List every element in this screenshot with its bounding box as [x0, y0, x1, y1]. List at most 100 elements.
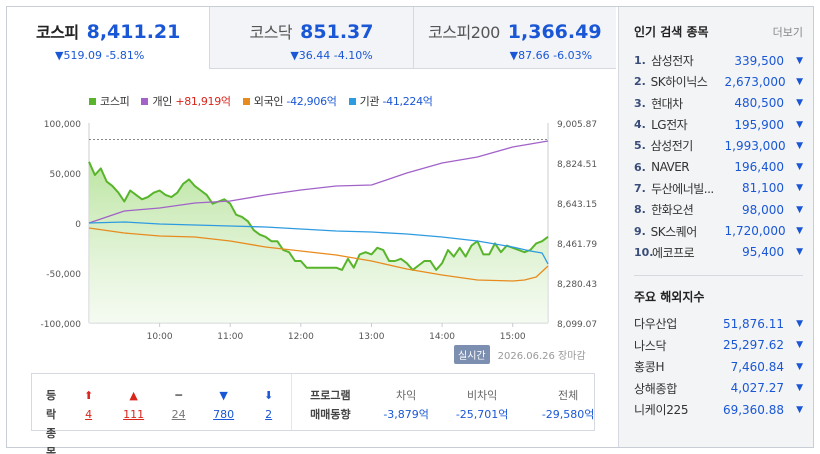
popular-item[interactable]: 8. 한화오션 98,000 ▼ [634, 199, 803, 220]
program-col-value: -29,580억 [541, 408, 595, 421]
world-index-value: 4,027.27 [730, 381, 785, 396]
y-left-tick-label: 100,000 [44, 120, 81, 130]
program-col-head: 전체 [558, 389, 579, 402]
advance-decline: 등락 종목 ⬆ 4 ▲ 111 ━ 24 ▼ 780 ⬇ 2 [32, 374, 293, 454]
series-line-foreign [88, 227, 549, 282]
legend-value: -42,906억 [286, 95, 337, 108]
program-label: 프로그램 [310, 389, 351, 402]
intraday-chart[interactable]: 100,000 50,000 0 -50,000 -100,000 9,005.87 8,8… [7, 111, 616, 341]
breadth-value[interactable]: 4 [85, 408, 93, 421]
popular-rank: 10. [634, 245, 654, 259]
popular-item[interactable]: 7. 두산에너빌... 81,100 ▼ [634, 178, 803, 199]
y-right-tick-label: 8,461.79 [557, 240, 597, 250]
program-label: 매매동향 [310, 408, 351, 421]
legend-item-individual: 개인 +81,919억 [141, 93, 231, 109]
program-trading: 프로그램 매매동향 차익 -3,879억 비차익 -25,701억 전체 -29,58… [292, 374, 616, 430]
breadth-lower-limit: ⬇ 2 [246, 386, 291, 430]
tab-change: ▼87.66 -6.03% [509, 49, 593, 62]
popular-item[interactable]: 2. SK하이닉스 2,673,000 ▼ [634, 71, 803, 92]
world-index-value: 69,360.88 [722, 402, 785, 417]
world-index-title: 주요 해외지수 [634, 289, 705, 304]
popular-item[interactable]: 10. 에코프로 95,400 ▼ [634, 242, 803, 263]
legend-value: -41,224억 [382, 95, 433, 108]
world-index-value: 7,460.84 [730, 359, 785, 374]
tab-value: 1,366.49 [507, 21, 602, 43]
world-index-item[interactable]: 상해종합 4,027.27 ▼ [634, 377, 803, 399]
popular-item[interactable]: 6. NAVER 196,400 ▼ [634, 156, 803, 177]
down-arrow-icon: ▼ [796, 119, 803, 130]
y-right-tick-label: 9,005.87 [557, 120, 597, 130]
world-index-list: 다우산업 51,876.11 ▼ 나스닥 25,297.62 ▼ 홍콩H 7,460.84 ▼ 상… [634, 313, 803, 421]
breadth-value[interactable]: 780 [213, 408, 235, 421]
y-left-tick-label: -50,000 [46, 270, 81, 280]
world-index-name: 다우산업 [634, 317, 677, 332]
popular-list: 1. 삼성전자 339,500 ▼ 2. SK하이닉스 2,673,000 ▼ 3. 현대차 480… [634, 50, 803, 263]
program-col-value: -25,701억 [455, 408, 509, 421]
popular-rank: 9. [634, 224, 646, 238]
y-right-tick-label: 8,099.07 [557, 320, 597, 330]
popular-item[interactable]: 1. 삼성전자 339,500 ▼ [634, 50, 803, 71]
series-line-kospi [88, 161, 549, 271]
popular-rank: 4. [634, 118, 646, 132]
popular-price: 196,400 [734, 160, 785, 175]
breadth-value[interactable]: 2 [265, 408, 273, 421]
rise-icon: ▲ [129, 389, 138, 402]
popular-name: 삼성전자 [651, 54, 694, 69]
legend-swatch [242, 97, 250, 105]
tab-kosdaq[interactable]: 코스닥 851.37 ▼36.44 -4.10% [209, 7, 413, 69]
world-index-value: 51,876.11 [722, 316, 785, 331]
popular-rank: 8. [634, 203, 646, 217]
tab-kospi200[interactable]: 코스피200 1,366.49 ▼87.66 -6.03% [412, 7, 616, 69]
program-col-head: 차익 [396, 389, 417, 402]
popular-header: 인기 검색 종목 더보기 [634, 23, 803, 40]
popular-item[interactable]: 3. 현대차 480,500 ▼ [634, 93, 803, 114]
market-summary-panel: 등락 종목 ⬆ 4 ▲ 111 ━ 24 ▼ 780 ⬇ 2 프로그램 매매동향 차익 -3… [31, 373, 595, 454]
popular-price: 81,100 [742, 181, 785, 196]
x-tick-label: 12:00 [288, 332, 314, 341]
popular-price: 98,000 [742, 202, 785, 217]
world-index-item[interactable]: 홍콩H 7,460.84 ▼ [634, 356, 803, 378]
x-tick-label: 10:00 [147, 332, 173, 341]
popular-item[interactable]: 4. LG전자 195,900 ▼ [634, 114, 803, 135]
tab-change: ▼36.44 -4.10% [290, 49, 373, 62]
world-index-item[interactable]: 니케이225 69,360.88 ▼ [634, 399, 803, 421]
program-col-head: 비차익 [466, 389, 498, 402]
popular-rank: 1. [634, 54, 646, 68]
y-left-tick-label: -100,000 [41, 320, 82, 330]
world-index-name: 홍콩H [634, 360, 665, 375]
breadth-labels: 등락 종목 [46, 386, 56, 454]
world-index-item[interactable]: 다우산업 51,876.11 ▼ [634, 313, 803, 335]
x-tick-label: 15:00 [500, 332, 526, 341]
legend-label: 개인 [152, 95, 173, 108]
breadth-value[interactable]: 24 [171, 408, 186, 421]
popular-rank: 7. [634, 181, 646, 195]
index-main-panel: 코스피 8,411.21 ▼519.09 -5.81% 코스닥 851.37 ▼36… [7, 7, 616, 454]
legend-swatch [89, 97, 96, 105]
world-index-name: 나스닥 [634, 338, 667, 353]
tab-value: 851.37 [300, 21, 374, 43]
legend-item-institution: 기관 -41,224억 [348, 93, 433, 109]
sidebar-divider [634, 274, 803, 276]
tab-kospi[interactable]: 코스피 8,411.21 ▼519.09 -5.81% [7, 7, 210, 69]
realtime-button[interactable]: 실시간 [454, 345, 490, 364]
legend-item-foreign: 외국인 -42,906억 [242, 93, 337, 109]
world-index-item[interactable]: 나스닥 25,297.62 ▼ [634, 334, 803, 356]
popular-item[interactable]: 5. 삼성전기 1,993,000 ▼ [634, 135, 803, 156]
popular-price: 1,720,000 [724, 224, 786, 239]
series-line-institution [88, 221, 549, 265]
unchanged-icon: ━ [175, 389, 182, 402]
tab-name: 코스피 [35, 23, 79, 42]
breadth-label: 종목 [46, 427, 57, 454]
legend-swatch [141, 97, 149, 105]
popular-rank: 6. [634, 160, 646, 174]
program-non-arbitrage: 비차익 -25,701억 [444, 386, 520, 430]
breadth-value[interactable]: 111 [123, 408, 145, 421]
more-link[interactable]: 더보기 [772, 25, 803, 39]
popular-name: LG전자 [651, 118, 688, 133]
legend-label: 코스피 [100, 95, 130, 108]
popular-title: 인기 검색 종목 [634, 25, 709, 39]
y-right-tick-label: 8,824.51 [557, 160, 597, 170]
popular-item[interactable]: 9. SK스퀘어 1,720,000 ▼ [634, 220, 803, 241]
legend-value: +81,919억 [175, 95, 231, 108]
tab-name: 코스피200 [428, 23, 500, 42]
